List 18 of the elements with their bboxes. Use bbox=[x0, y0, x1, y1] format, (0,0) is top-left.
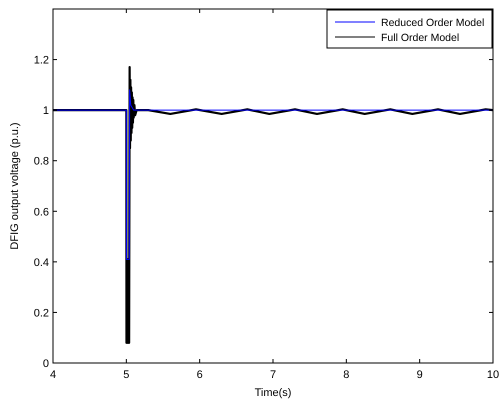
x-tick-label: 6 bbox=[196, 369, 203, 381]
x-tick-label: 10 bbox=[486, 369, 500, 381]
x-tick-label: 5 bbox=[123, 369, 130, 381]
legend-label: Full Order Model bbox=[381, 32, 460, 44]
y-tick-label: 0.6 bbox=[34, 206, 49, 218]
y-tick-label: 0 bbox=[42, 358, 49, 370]
y-tick-label: 1 bbox=[42, 105, 49, 118]
y-tick-label: 1.2 bbox=[34, 54, 49, 67]
y-tick-label: 0.8 bbox=[34, 156, 49, 168]
y-axis-title: DFIG output voltage (p.u.) bbox=[9, 122, 21, 250]
legend-label: Reduced Order Model bbox=[381, 17, 484, 29]
y-tick-label: 0.4 bbox=[34, 256, 49, 269]
x-tick-label: 8 bbox=[343, 369, 350, 381]
x-tick-label: 4 bbox=[50, 369, 56, 381]
x-axis-title: Time(s) bbox=[254, 387, 292, 399]
x-tick-label: 7 bbox=[270, 369, 276, 381]
x-tick-label: 9 bbox=[416, 369, 423, 381]
y-tick-label: 0.2 bbox=[34, 307, 49, 320]
